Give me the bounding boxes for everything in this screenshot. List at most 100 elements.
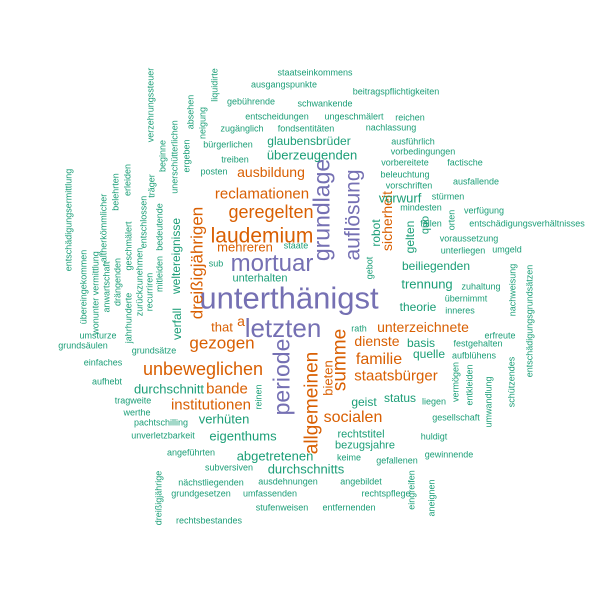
cloud-word: entfernenden — [322, 502, 376, 513]
cloud-word: unverletzbarkeit — [131, 430, 195, 441]
cloud-word: recurriren — [144, 272, 155, 312]
cloud-word: überzeugenden — [266, 147, 358, 163]
cloud-word: gefallenen — [376, 455, 418, 466]
cloud-word: staatsbürger — [354, 367, 438, 385]
cloud-word: aufblühens — [451, 350, 497, 361]
cloud-word: vorbereitete — [381, 157, 429, 168]
cloud-word: absehen — [185, 94, 196, 130]
cloud-word: vorbedingungen — [390, 146, 456, 157]
cloud-word: voraussetzung — [439, 233, 499, 244]
cloud-word: beleuchtung — [380, 169, 430, 180]
cloud-word: factische — [447, 157, 483, 168]
cloud-word: gezogen — [189, 333, 255, 353]
cloud-word: wonunter vermittlung — [90, 251, 101, 335]
cloud-word: vorschriften — [385, 180, 433, 191]
cloud-word: drängenden — [112, 257, 123, 307]
cloud-word: durchschnitts — [267, 461, 345, 477]
cloud-word: abgetretenen — [236, 448, 314, 464]
cloud-word: mitleiden — [154, 255, 165, 293]
cloud-word: rechtspflege — [361, 488, 411, 499]
cloud-word: tragweite — [114, 395, 152, 406]
cloud-word: mindesten — [400, 202, 442, 213]
cloud-word: geist — [351, 395, 377, 409]
cloud-word: ausführlich — [391, 136, 435, 147]
cloud-word: unerschütterlichen — [169, 120, 180, 194]
cloud-word: reclamationen — [214, 185, 310, 203]
cloud-word: ausdehnungen — [258, 476, 318, 487]
cloud-word: grundsäulen — [58, 340, 108, 351]
cloud-word: umgeld — [492, 244, 522, 255]
cloud-word: unterliegen — [440, 245, 486, 256]
cloud-word: entschlossen — [138, 195, 149, 249]
cloud-word: bürgerlichen — [203, 139, 253, 150]
cloud-word: angeführten — [166, 447, 216, 458]
cloud-word: rechtsbestandes — [175, 515, 243, 526]
cloud-word: verfügung — [463, 205, 505, 216]
cloud-word: staate — [283, 240, 309, 251]
cloud-word: entschädigungsermittlung — [63, 168, 74, 272]
cloud-word: stürmen — [431, 191, 465, 202]
cloud-word: basis — [406, 336, 436, 350]
cloud-word: staatseinkommens — [277, 67, 353, 78]
cloud-word: ausfallende — [452, 176, 500, 187]
cloud-word: dreißigjährigen — [187, 206, 207, 320]
cloud-word: bezugsjahre — [335, 439, 395, 452]
cloud-word: unterthänigst — [199, 280, 379, 316]
cloud-word: fondsentitäten — [277, 123, 335, 134]
cloud-word: grundsätze — [131, 345, 177, 356]
cloud-word: laudemium — [210, 224, 314, 248]
cloud-word: übereingekommen — [78, 249, 89, 325]
cloud-word: bedeutende — [154, 203, 165, 251]
cloud-word: inneres — [445, 305, 475, 316]
cloud-word: theorie — [399, 300, 437, 314]
cloud-word: posten — [200, 166, 228, 177]
cloud-word: institutionen — [170, 396, 252, 414]
cloud-word: umwandlung — [483, 376, 494, 428]
cloud-word: reinen — [253, 384, 264, 410]
cloud-word: erleiden — [122, 163, 133, 197]
cloud-word: familie — [355, 351, 403, 368]
cloud-word: ergeben — [181, 139, 192, 173]
cloud-word: festgehalten — [453, 338, 503, 349]
cloud-word: erfreute — [484, 330, 516, 341]
cloud-word: verhüten — [198, 411, 250, 427]
cloud-word: gelten — [403, 220, 417, 254]
cloud-word: subversiven — [204, 462, 254, 473]
cloud-word: geschmälert — [123, 221, 134, 271]
cloud-word: beginne — [157, 139, 168, 173]
cloud-word: zuhaltung — [461, 281, 501, 292]
cloud-word: vorwurf — [378, 190, 422, 206]
cloud-word: a — [237, 313, 245, 329]
cloud-word: fällen — [420, 218, 442, 229]
cloud-word: pachtschilling — [133, 417, 189, 428]
cloud-word: treiben — [221, 154, 249, 165]
cloud-word: grundgesetzen — [171, 488, 231, 499]
cloud-word: nachlassung — [365, 122, 417, 133]
cloud-word: ausbildung — [237, 164, 305, 180]
cloud-word: ungeschmälert — [324, 111, 384, 122]
cloud-word: rechtstitel — [337, 428, 385, 441]
cloud-word: entscheidungen — [245, 111, 309, 122]
cloud-word: that — [211, 319, 233, 335]
cloud-word: eigenthums — [209, 428, 277, 444]
cloud-word: aneignen — [426, 479, 437, 517]
cloud-word: belehrten — [110, 173, 121, 211]
cloud-word: schwankende — [297, 98, 353, 109]
cloud-word: nachweisung — [507, 263, 518, 317]
cloud-word: gebot — [364, 256, 375, 280]
cloud-word: schützendes — [506, 356, 517, 408]
cloud-word: zugänglich — [220, 123, 264, 134]
cloud-word: entschädigungsgrundsätzen — [524, 264, 535, 378]
cloud-word: robot — [369, 219, 383, 247]
cloud-word: geregelten — [228, 202, 314, 222]
cloud-word: vermögen — [450, 361, 461, 403]
cloud-word: gewinnende — [424, 449, 474, 460]
cloud-word: umsturze — [79, 330, 117, 341]
cloud-word: auflösung — [341, 169, 365, 261]
cloud-word: zurückzunehmen — [134, 247, 145, 317]
cloud-word: werthe — [123, 407, 151, 418]
cloud-word: anwartschaft — [101, 261, 112, 313]
cloud-word: socialen — [323, 409, 383, 426]
cloud-word: beitragspflichtigkeiten — [352, 86, 440, 97]
